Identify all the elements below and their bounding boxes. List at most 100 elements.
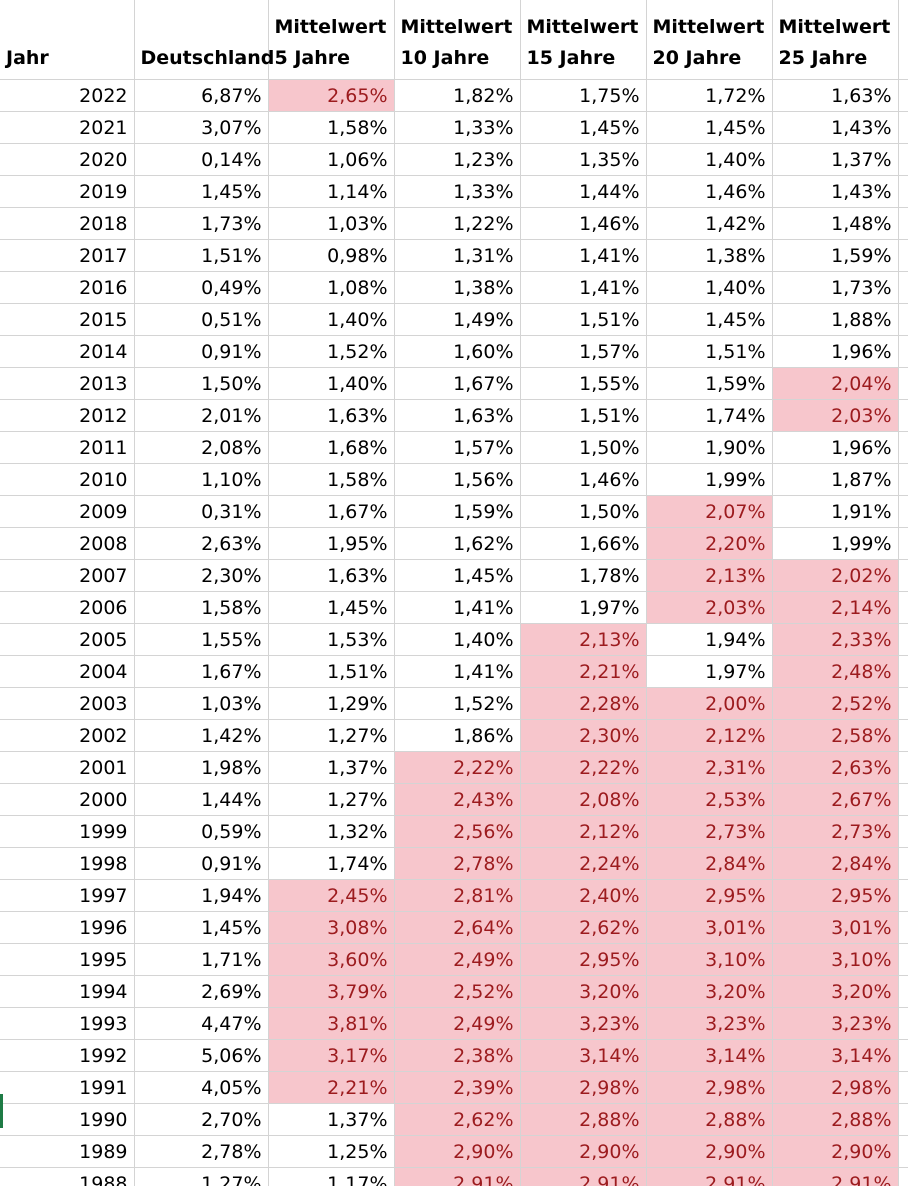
cell-jahr[interactable]: 2002 (0, 719, 135, 752)
cell-deutschland[interactable]: 2,63% (134, 527, 269, 560)
cell-mw10[interactable]: 1,45% (394, 559, 521, 592)
cell-mw15[interactable]: 2,98% (520, 1071, 647, 1104)
cell-empty[interactable] (898, 143, 908, 176)
cell-mw20[interactable]: 3,20% (646, 975, 773, 1008)
cell-empty[interactable] (898, 1071, 908, 1104)
cell-mw10[interactable]: 2,91% (394, 1167, 521, 1186)
cell-deutschland[interactable]: 1,45% (134, 175, 269, 208)
cell-empty[interactable] (898, 1103, 908, 1136)
cell-mw15[interactable]: 3,20% (520, 975, 647, 1008)
cell-mw25[interactable]: 2,95% (772, 879, 899, 912)
cell-mw15[interactable]: 2,28% (520, 687, 647, 720)
cell-empty[interactable] (898, 271, 908, 304)
cell-mw15[interactable]: 2,91% (520, 1167, 647, 1186)
cell-mw25[interactable]: 3,20% (772, 975, 899, 1008)
cell-mw5[interactable]: 1,25% (268, 1135, 395, 1168)
cell-jahr[interactable]: 2015 (0, 303, 135, 336)
cell-mw15[interactable]: 1,45% (520, 111, 647, 144)
cell-mw5[interactable]: 1,08% (268, 271, 395, 304)
cell-jahr[interactable]: 2009 (0, 495, 135, 528)
cell-mw10[interactable]: 1,40% (394, 623, 521, 656)
cell-mw5[interactable]: 3,08% (268, 911, 395, 944)
cell-mw5[interactable]: 3,81% (268, 1007, 395, 1040)
cell-mw15[interactable]: 1,50% (520, 431, 647, 464)
cell-mw10[interactable]: 1,52% (394, 687, 521, 720)
cell-jahr[interactable]: 1990 (0, 1103, 135, 1136)
cell-deutschland[interactable]: 2,78% (134, 1135, 269, 1168)
cell-mw10[interactable]: 1,59% (394, 495, 521, 528)
cell-mw15[interactable]: 1,35% (520, 143, 647, 176)
cell-empty[interactable] (898, 111, 908, 144)
cell-deutschland[interactable]: 1,55% (134, 623, 269, 656)
cell-mw5[interactable]: 1,40% (268, 303, 395, 336)
cell-mw10[interactable]: 2,49% (394, 1007, 521, 1040)
cell-mw20[interactable]: 1,97% (646, 655, 773, 688)
cell-mw10[interactable]: 1,41% (394, 655, 521, 688)
cell-mw25[interactable]: 1,59% (772, 239, 899, 272)
cell-mw20[interactable]: 1,59% (646, 367, 773, 400)
cell-mw15[interactable]: 3,14% (520, 1039, 647, 1072)
cell-empty[interactable] (898, 591, 908, 624)
cell-mw10[interactable]: 2,22% (394, 751, 521, 784)
cell-mw25[interactable]: 2,91% (772, 1167, 899, 1186)
cell-deutschland[interactable]: 1,73% (134, 207, 269, 240)
cell-mw20[interactable]: 1,74% (646, 399, 773, 432)
cell-mw25[interactable]: 2,33% (772, 623, 899, 656)
cell-mw5[interactable]: 1,95% (268, 527, 395, 560)
cell-jahr[interactable]: 1999 (0, 815, 135, 848)
cell-deutschland[interactable]: 1,51% (134, 239, 269, 272)
cell-mw25[interactable]: 2,14% (772, 591, 899, 624)
cell-jahr[interactable]: 2003 (0, 687, 135, 720)
cell-deutschland[interactable]: 5,06% (134, 1039, 269, 1072)
cell-mw15[interactable]: 1,66% (520, 527, 647, 560)
cell-jahr[interactable]: 2018 (0, 207, 135, 240)
cell-mw25[interactable]: 1,87% (772, 463, 899, 496)
cell-mw15[interactable]: 1,75% (520, 79, 647, 112)
cell-jahr[interactable]: 1997 (0, 879, 135, 912)
cell-empty[interactable] (898, 911, 908, 944)
cell-jahr[interactable]: 1995 (0, 943, 135, 976)
cell-mw5[interactable]: 3,17% (268, 1039, 395, 1072)
cell-deutschland[interactable]: 1,03% (134, 687, 269, 720)
cell-mw20[interactable]: 1,40% (646, 143, 773, 176)
cell-mw20[interactable]: 1,42% (646, 207, 773, 240)
cell-deutschland[interactable]: 4,47% (134, 1007, 269, 1040)
cell-jahr[interactable]: 1992 (0, 1039, 135, 1072)
cell-mw20[interactable]: 1,45% (646, 303, 773, 336)
cell-deutschland[interactable]: 0,59% (134, 815, 269, 848)
cell-empty[interactable] (898, 847, 908, 880)
cell-mw25[interactable]: 2,02% (772, 559, 899, 592)
cell-deutschland[interactable]: 0,91% (134, 335, 269, 368)
cell-mw25[interactable]: 3,10% (772, 943, 899, 976)
cell-deutschland[interactable]: 0,49% (134, 271, 269, 304)
cell-deutschland[interactable]: 1,10% (134, 463, 269, 496)
cell-mw5[interactable]: 1,45% (268, 591, 395, 624)
cell-mw15[interactable]: 2,40% (520, 879, 647, 912)
cell-mw25[interactable]: 1,88% (772, 303, 899, 336)
cell-empty[interactable] (898, 239, 908, 272)
cell-mw10[interactable]: 1,60% (394, 335, 521, 368)
cell-mw25[interactable]: 1,37% (772, 143, 899, 176)
cell-mw15[interactable]: 2,90% (520, 1135, 647, 1168)
cell-empty[interactable] (898, 655, 908, 688)
cell-empty[interactable] (898, 463, 908, 496)
cell-empty[interactable] (898, 367, 908, 400)
cell-empty[interactable] (898, 815, 908, 848)
cell-jahr[interactable]: 2014 (0, 335, 135, 368)
cell-mw20[interactable]: 3,23% (646, 1007, 773, 1040)
cell-deutschland[interactable]: 1,94% (134, 879, 269, 912)
cell-deutschland[interactable]: 6,87% (134, 79, 269, 112)
cell-mw15[interactable]: 1,46% (520, 463, 647, 496)
cell-deutschland[interactable]: 2,08% (134, 431, 269, 464)
cell-deutschland[interactable]: 2,01% (134, 399, 269, 432)
cell-mw5[interactable]: 1,27% (268, 719, 395, 752)
cell-jahr[interactable]: 2020 (0, 143, 135, 176)
header-extra-column[interactable] (898, 0, 908, 80)
cell-mw10[interactable]: 1,33% (394, 111, 521, 144)
cell-empty[interactable] (898, 335, 908, 368)
cell-jahr[interactable]: 1996 (0, 911, 135, 944)
cell-mw5[interactable]: 1,74% (268, 847, 395, 880)
cell-mw5[interactable]: 2,45% (268, 879, 395, 912)
cell-jahr[interactable]: 2013 (0, 367, 135, 400)
